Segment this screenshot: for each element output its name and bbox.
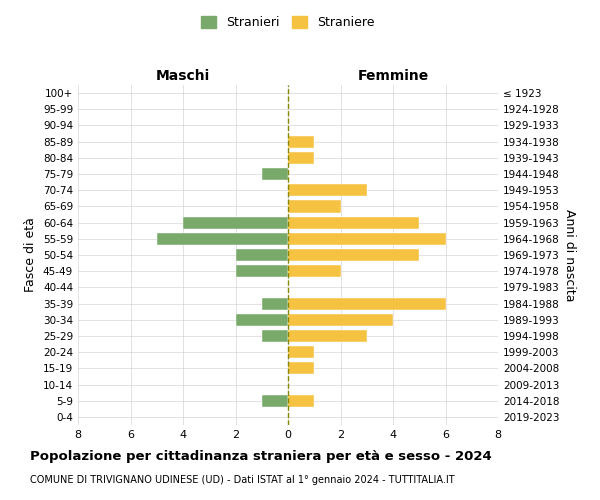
Y-axis label: Fasce di età: Fasce di età (25, 218, 37, 292)
Bar (288, 265, 341, 278)
Bar (235, 249, 288, 261)
Bar (288, 232, 445, 245)
Bar (235, 265, 288, 278)
Text: Maschi: Maschi (156, 68, 210, 82)
Bar (288, 216, 419, 228)
Bar (157, 232, 288, 245)
Bar (288, 249, 419, 261)
Bar (288, 136, 314, 147)
Bar (288, 200, 341, 212)
Bar (262, 168, 288, 180)
Bar (288, 184, 367, 196)
Bar (262, 394, 288, 407)
Bar (288, 314, 393, 326)
Bar (262, 298, 288, 310)
Bar (288, 394, 314, 407)
Bar (288, 330, 367, 342)
Y-axis label: Anni di nascita: Anni di nascita (563, 208, 576, 301)
Bar (288, 298, 445, 310)
Text: Popolazione per cittadinanza straniera per età e sesso - 2024: Popolazione per cittadinanza straniera p… (30, 450, 492, 463)
Bar (288, 362, 314, 374)
Bar (288, 346, 314, 358)
Bar (262, 330, 288, 342)
Bar (288, 152, 314, 164)
Text: Femmine: Femmine (358, 68, 428, 82)
Bar (235, 314, 288, 326)
Bar (183, 216, 288, 228)
Text: COMUNE DI TRIVIGNANO UDINESE (UD) - Dati ISTAT al 1° gennaio 2024 - TUTTITALIA.I: COMUNE DI TRIVIGNANO UDINESE (UD) - Dati… (30, 475, 455, 485)
Legend: Stranieri, Straniere: Stranieri, Straniere (196, 11, 380, 34)
